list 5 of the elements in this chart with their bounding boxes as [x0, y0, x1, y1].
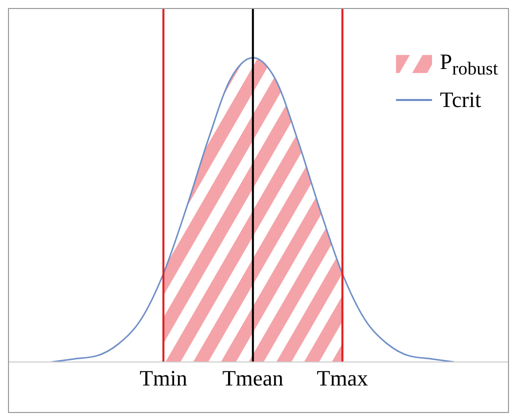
x-tick-label: Tmean: [222, 366, 284, 391]
legend-label: P$_{robust}$: [440, 49, 498, 80]
x-tick-label: Tmin: [140, 366, 188, 391]
x-tick-label: Tmax: [316, 366, 368, 391]
legend-label: Tcrit: [440, 87, 482, 114]
